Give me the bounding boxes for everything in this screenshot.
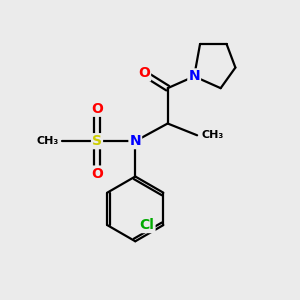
Text: O: O (91, 102, 103, 116)
Text: O: O (138, 66, 150, 80)
Text: N: N (130, 134, 141, 148)
Text: Cl: Cl (140, 218, 154, 232)
Text: CH₃: CH₃ (202, 130, 224, 140)
Text: CH₃: CH₃ (37, 136, 59, 146)
Text: S: S (92, 134, 102, 148)
Text: O: O (91, 167, 103, 181)
Text: N: N (188, 69, 200, 83)
